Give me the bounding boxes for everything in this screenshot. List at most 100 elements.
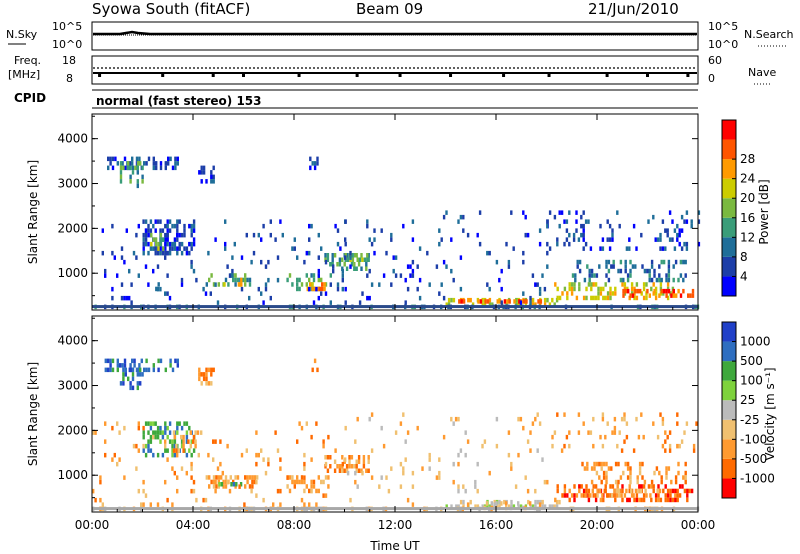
data-cell	[205, 475, 208, 480]
data-cell	[394, 255, 398, 260]
data-cell	[192, 237, 196, 242]
data-cell	[628, 497, 631, 503]
data-cell	[650, 259, 654, 265]
data-cell	[358, 300, 362, 305]
data-cell	[584, 219, 588, 224]
data-cell	[653, 268, 656, 274]
data-cell	[253, 475, 256, 480]
data-cell	[233, 241, 236, 247]
data-cell	[293, 237, 296, 242]
data-cell	[536, 448, 539, 453]
data-cell	[288, 273, 292, 278]
data-cell	[666, 228, 669, 233]
data-cell	[608, 246, 612, 251]
data-cell	[159, 286, 162, 292]
data-cell	[625, 246, 629, 251]
data-cell	[474, 479, 477, 485]
data-cell	[338, 262, 342, 267]
data-cell	[652, 421, 655, 426]
data-cell	[565, 237, 569, 242]
data-cell	[234, 277, 237, 283]
data-cell	[324, 257, 327, 262]
data-cell	[614, 461, 618, 467]
data-cell	[573, 282, 576, 287]
data-cell	[538, 291, 542, 296]
data-cell	[320, 277, 323, 283]
power-x-ticks	[91, 114, 699, 310]
data-cell	[194, 443, 197, 449]
data-cell	[173, 439, 177, 444]
nave-label: Nave	[748, 66, 776, 79]
data-cell	[269, 219, 272, 224]
data-cell	[452, 479, 455, 485]
data-cell	[411, 273, 415, 278]
data-cell	[636, 479, 639, 485]
data-cell	[129, 381, 132, 386]
data-cell	[524, 302, 528, 307]
data-cell	[592, 416, 595, 422]
data-cell	[129, 174, 132, 180]
data-cell	[664, 484, 667, 489]
freq-panel: Freq. [MHz] 18 8 60 0 Nave	[8, 54, 776, 85]
data-cell	[641, 475, 644, 480]
data-cell	[137, 223, 140, 229]
data-cell	[452, 297, 456, 303]
data-cell	[317, 273, 320, 278]
data-cell	[570, 282, 574, 287]
data-cell	[662, 488, 665, 494]
data-cell	[208, 484, 211, 489]
data-cell	[599, 497, 603, 503]
data-cell	[149, 439, 153, 444]
data-cell	[141, 372, 144, 377]
data-cell	[455, 504, 458, 509]
data-cell	[666, 488, 670, 494]
data-cell	[660, 475, 663, 480]
data-cell	[508, 299, 511, 304]
data-cell	[251, 484, 254, 489]
data-cell	[686, 493, 689, 498]
data-cell	[599, 291, 603, 296]
nsky-trace	[93, 30, 697, 36]
colorbar-band	[722, 276, 736, 296]
data-cell	[333, 468, 337, 473]
data-cell	[324, 282, 328, 287]
data-cell	[445, 210, 448, 215]
data-cell	[555, 504, 559, 509]
data-cell	[324, 493, 328, 498]
data-cell	[459, 448, 463, 453]
data-cell	[664, 430, 667, 435]
data-cell	[622, 293, 625, 298]
data-cell	[654, 237, 657, 242]
data-cell	[450, 237, 453, 242]
data-cell	[574, 277, 577, 283]
data-cell	[308, 223, 311, 229]
data-cell	[123, 295, 126, 301]
data-cell	[189, 443, 192, 449]
data-cell	[529, 295, 532, 301]
data-cell	[642, 295, 646, 301]
data-cell	[109, 358, 112, 364]
data-cell	[665, 466, 668, 471]
data-cell	[279, 488, 282, 494]
data-cell	[582, 246, 585, 251]
data-cell	[157, 246, 160, 251]
cpid-panel: CPID normal (fast stereo) 153	[14, 89, 698, 109]
data-cell	[308, 488, 311, 494]
data-cell	[130, 282, 133, 287]
data-cell	[131, 376, 135, 382]
data-cell	[619, 268, 623, 274]
data-cell	[198, 372, 201, 377]
data-cell	[678, 241, 681, 247]
data-cell	[658, 277, 661, 283]
data-cell	[240, 255, 244, 260]
data-cell	[515, 297, 518, 303]
data-cell	[344, 457, 347, 462]
data-cell	[580, 214, 583, 220]
data-cell	[159, 165, 163, 171]
data-cell	[462, 214, 465, 220]
data-cell	[183, 232, 186, 238]
data-cell	[214, 488, 217, 494]
data-cell	[442, 214, 446, 220]
data-cell	[640, 412, 643, 417]
data-cell	[674, 493, 677, 498]
